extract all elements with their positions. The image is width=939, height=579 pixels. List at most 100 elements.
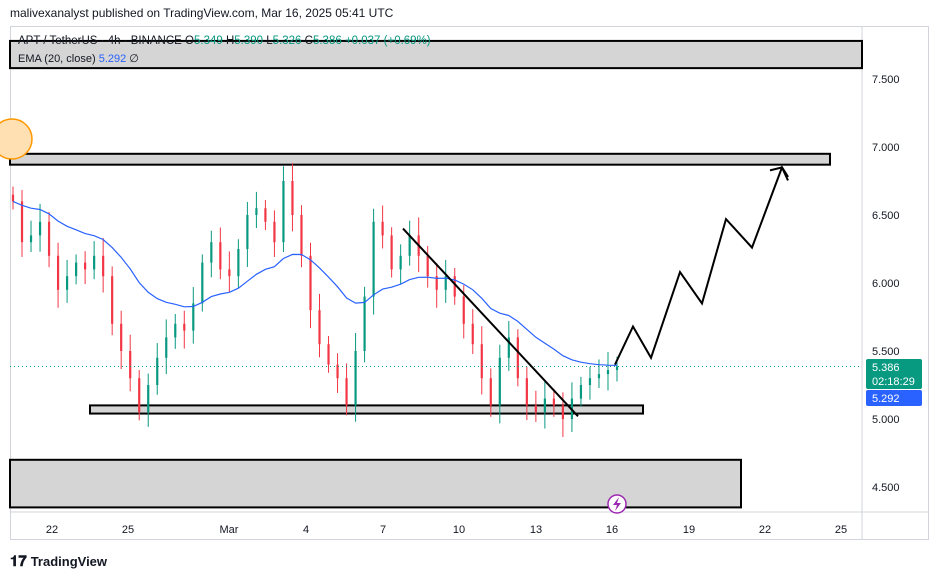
zone-3	[9, 39, 863, 70]
ema-badge-value: 5.292	[872, 393, 900, 405]
candle-body-39	[363, 296, 366, 351]
candle-body-5	[56, 255, 60, 290]
ohlc-close: 5.386	[312, 35, 342, 47]
x-tick-label-7: 16	[606, 524, 618, 536]
candle-body-33	[309, 255, 312, 311]
candle-body-67	[615, 366, 619, 371]
candle-body-26	[246, 215, 249, 249]
x-tick-label-4: 7	[380, 524, 386, 536]
candle-body-28	[264, 208, 267, 222]
candle-body-25	[237, 249, 240, 277]
x-tick-label-9: 22	[759, 524, 771, 536]
x-tick-label-2: Mar	[220, 524, 239, 536]
y-tick-label-3: 6.000	[872, 278, 900, 290]
candle-body-43	[399, 255, 402, 270]
candle-body-13	[129, 351, 132, 379]
ohlc-low: 5.326	[272, 35, 302, 47]
x-tick-label-0: 22	[46, 524, 58, 536]
chart-frame	[10, 26, 929, 540]
x-tick-label-8: 19	[683, 524, 695, 536]
candle-body-58	[534, 405, 537, 413]
candle-body-57	[525, 378, 528, 406]
candle-body-35	[327, 344, 330, 365]
y-tick-label-5: 7.000	[872, 142, 900, 154]
ohlc-open: 5.349	[193, 35, 223, 47]
candle-body-48	[444, 276, 447, 290]
candle-body-50	[462, 296, 465, 324]
candle-body-47	[435, 276, 438, 290]
indicator-legend[interactable]: EMA (20, close) 5.292 ∅	[18, 52, 139, 65]
candle-body-11	[111, 276, 114, 324]
candle-body-30	[282, 181, 285, 243]
candle-body-52	[480, 344, 483, 379]
tradingview-footer[interactable]: 𝟏𝟕 TradingView	[10, 553, 107, 570]
candle-body-42	[390, 235, 393, 270]
candle-body-49	[453, 276, 456, 297]
x-tick-label-3: 4	[303, 524, 309, 536]
candle-body-38	[354, 351, 357, 406]
candle-body-34	[318, 310, 321, 345]
candle-body-20	[192, 303, 195, 331]
x-tick-label-5: 10	[453, 524, 465, 536]
candle-body-36	[336, 364, 339, 379]
candle-body-17	[165, 337, 168, 358]
candle-body-15	[147, 385, 150, 413]
indicator-value: 5.292	[98, 53, 127, 65]
candle-body-18	[174, 323, 177, 338]
price-badge-countdown: 02:18:29	[872, 376, 915, 388]
candle-body-2	[29, 235, 33, 243]
x-tick-label-10: 25	[835, 524, 847, 536]
candle-body-10	[102, 255, 105, 277]
tradingview-logo-icon: 𝟏𝟕	[10, 553, 27, 570]
lightning-bolt-icon	[613, 497, 621, 511]
trendline	[402, 227, 579, 417]
candle-body-6	[65, 276, 69, 290]
candle-body-7	[75, 262, 78, 277]
candle-body-60	[552, 398, 555, 406]
zone-2	[9, 458, 742, 509]
candle-body-8	[84, 262, 87, 270]
ema-line	[12, 200, 618, 366]
projection-path	[614, 165, 789, 366]
y-tick-label-4: 6.500	[872, 210, 900, 222]
candle-body-1	[20, 201, 24, 243]
candle-body-16	[156, 357, 159, 385]
candle-body-64	[588, 378, 592, 385]
symbol-legend: APT / TetherUS · 4h · BINANCE O5.349 H5.…	[18, 35, 431, 47]
ohlc-high: 5.390	[234, 35, 264, 47]
y-tick-label-0: 4.500	[872, 482, 900, 494]
footer-brand: TradingView	[30, 554, 108, 569]
candle-body-66	[606, 370, 610, 375]
y-tick-label-2: 5.500	[872, 346, 900, 358]
candle-body-54	[498, 357, 501, 406]
candle-body-4	[47, 221, 51, 256]
ohlc-high-label: H	[225, 35, 235, 47]
ema-badge-bg	[866, 390, 922, 406]
candle-body-31	[291, 181, 294, 215]
projection-arrowhead	[769, 166, 789, 181]
candle-body-22	[210, 242, 213, 263]
zone-1	[89, 404, 644, 415]
alert-marker-icon	[0, 118, 33, 160]
candle-body-32	[300, 215, 303, 256]
y-tick-label-1: 5.000	[872, 414, 900, 426]
ohlc-low-label: L	[266, 35, 273, 47]
candle-body-41	[381, 221, 384, 236]
candle-body-44	[408, 235, 411, 256]
candle-body-59	[543, 398, 546, 413]
candle-body-63	[579, 385, 583, 399]
x-tick-label-1: 25	[122, 524, 134, 536]
price-badge-bg	[866, 359, 922, 389]
candle-body-37	[345, 378, 348, 406]
candle-body-19	[183, 323, 186, 331]
indicator-name: EMA (20, close)	[18, 53, 96, 65]
zone-0	[9, 152, 831, 166]
candle-body-29	[273, 221, 276, 243]
candle-body-40	[372, 221, 375, 297]
candle-body-55	[507, 337, 510, 358]
candle-body-23	[219, 242, 222, 270]
price-badge-value: 5.386	[872, 362, 900, 374]
symbol-name[interactable]: APT / TetherUS · 4h · BINANCE	[18, 35, 182, 47]
candle-body-9	[93, 255, 96, 270]
